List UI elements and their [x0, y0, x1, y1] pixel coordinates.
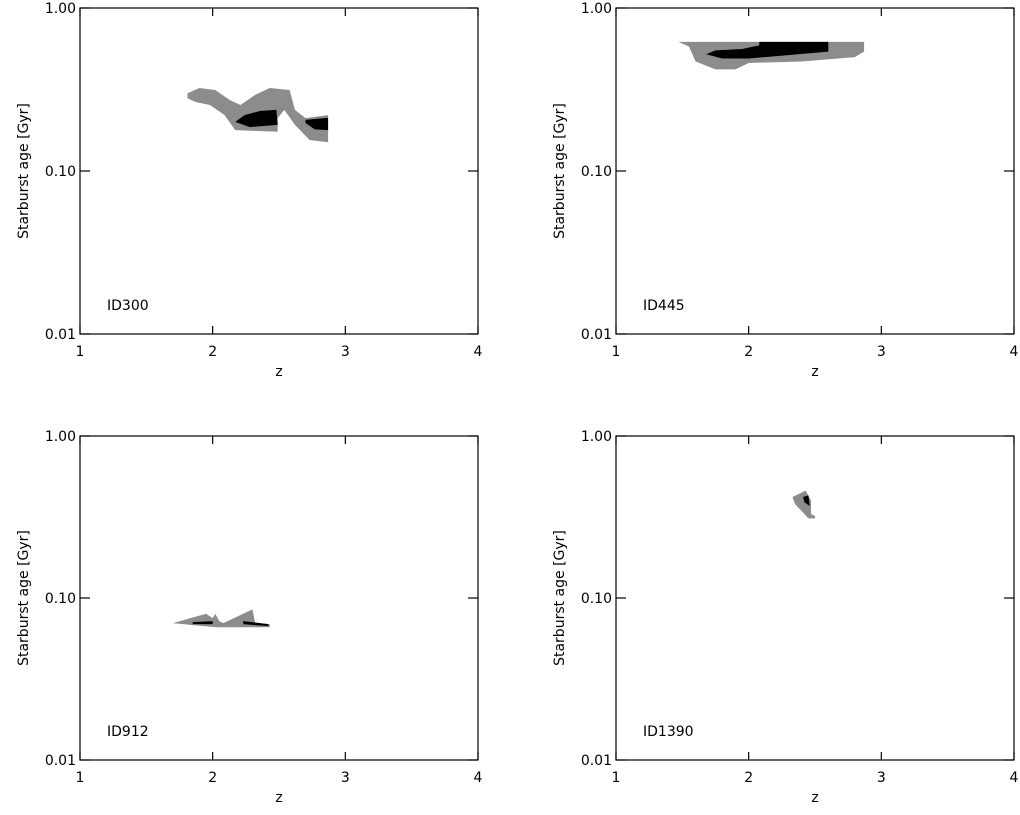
x-tick-label: 2 [208, 344, 217, 360]
confidence-region [803, 495, 810, 506]
x-tick-label: 3 [341, 770, 350, 786]
x-axis-title: z [811, 364, 818, 380]
x-tick-label: 4 [1010, 770, 1019, 786]
x-tick-label: 2 [744, 344, 753, 360]
y-tick-label: 0.01 [581, 753, 612, 769]
confidence-region [792, 490, 815, 519]
panel-label: ID445 [643, 298, 685, 314]
x-axis-title: z [275, 364, 282, 380]
y-tick-label: 0.10 [45, 164, 76, 180]
y-tick-label: 0.10 [581, 591, 612, 607]
y-tick-label: 0.01 [45, 327, 76, 343]
y-tick-label: 1.00 [581, 429, 612, 445]
x-axis-title: z [811, 790, 818, 806]
plot-frame [79, 7, 479, 335]
x-axis-title: z [275, 790, 282, 806]
y-tick-label: 1.00 [581, 1, 612, 17]
confidence-region [706, 41, 829, 59]
x-tick-label: 3 [341, 344, 350, 360]
y-tick-label: 0.10 [45, 591, 76, 607]
x-tick-label: 4 [1010, 344, 1019, 360]
x-tick-label: 2 [208, 770, 217, 786]
y-tick-label: 0.01 [581, 327, 612, 343]
y-tick-label: 1.00 [45, 1, 76, 17]
x-tick-label: 2 [744, 770, 753, 786]
y-axis-title: Starburst age [Gyr] [16, 530, 32, 666]
confidence-region [305, 117, 329, 131]
x-tick-label: 3 [877, 344, 886, 360]
panel-label: ID912 [107, 724, 149, 740]
x-tick-label: 3 [877, 770, 886, 786]
x-tick-label: 1 [76, 770, 85, 786]
plot-frame [79, 435, 479, 761]
x-tick-label: 1 [612, 344, 621, 360]
confidence-region [192, 621, 213, 625]
x-tick-label: 1 [612, 770, 621, 786]
y-axis-title: Starburst age [Gyr] [552, 530, 568, 666]
y-tick-label: 1.00 [45, 429, 76, 445]
confidence-region [235, 109, 278, 128]
y-tick-label: 0.01 [45, 753, 76, 769]
plot-frame [615, 435, 1015, 761]
y-axis-title: Starburst age [Gyr] [552, 103, 568, 239]
confidence-region [243, 621, 269, 627]
y-tick-label: 0.10 [581, 164, 612, 180]
panel-label: ID300 [107, 298, 149, 314]
y-axis-title: Starburst age [Gyr] [16, 103, 32, 239]
x-tick-label: 1 [76, 344, 85, 360]
panel-label: ID1390 [643, 724, 694, 740]
x-tick-label: 4 [474, 344, 483, 360]
x-tick-label: 4 [474, 770, 483, 786]
